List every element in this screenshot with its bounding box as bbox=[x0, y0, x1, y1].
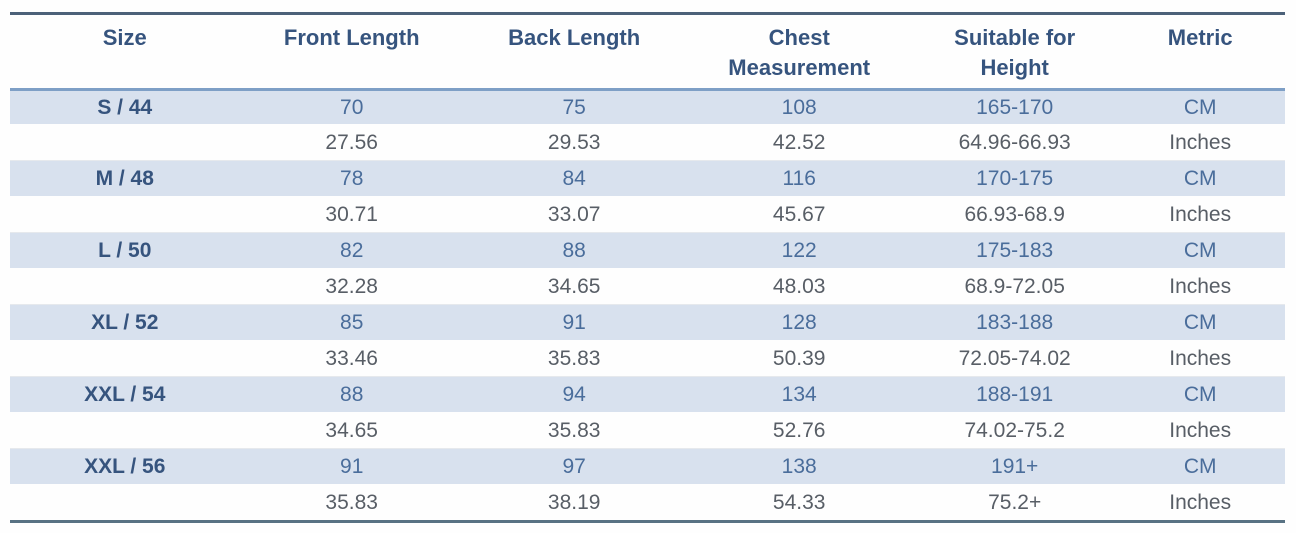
cell-front-length: 78 bbox=[340, 167, 364, 190]
cell-back-length: 34.65 bbox=[547, 274, 601, 298]
size-chart-table: Size Front Length Back Length Chest Meas… bbox=[10, 12, 1285, 523]
cell-size: XXL / 56 bbox=[84, 455, 166, 478]
cell-height: 175-183 bbox=[976, 239, 1054, 262]
cell-size: M / 48 bbox=[95, 167, 154, 190]
cell-height: 68.9-72.05 bbox=[964, 274, 1065, 298]
cell-back-length: 97 bbox=[562, 455, 586, 478]
cell-chest: 42.52 bbox=[772, 130, 826, 154]
cell-front-length: 91 bbox=[340, 455, 364, 478]
column-header-size: Size bbox=[10, 23, 240, 53]
cell-back-length: 35.83 bbox=[547, 418, 601, 442]
cell-chest: 54.33 bbox=[772, 490, 826, 514]
header-row: Size Front Length Back Length Chest Meas… bbox=[10, 15, 1285, 88]
table-row-xxl56-inches: 35.83 38.19 54.33 75.2+ Inches bbox=[10, 484, 1285, 520]
cell-chest: 48.03 bbox=[772, 274, 826, 298]
cell-metric: Inches bbox=[1169, 490, 1232, 514]
cell-size: L / 50 bbox=[98, 239, 152, 262]
cell-back-length: 94 bbox=[562, 383, 586, 406]
cell-front-length: 35.83 bbox=[325, 490, 378, 514]
table-row-m48-cm: M / 48 78 84 116 170-175 CM bbox=[10, 160, 1285, 196]
cell-metric: Inches bbox=[1169, 346, 1232, 370]
cell-front-length: 88 bbox=[340, 383, 364, 406]
cell-chest: 134 bbox=[781, 383, 817, 406]
cell-metric: Inches bbox=[1169, 418, 1232, 442]
cell-front-length: 82 bbox=[340, 239, 364, 262]
column-header-back-length-label: Back Length bbox=[508, 25, 641, 50]
cell-size: XXL / 54 bbox=[84, 383, 166, 406]
cell-metric: Inches bbox=[1169, 130, 1232, 154]
table-row-s44-cm: S / 44 70 75 108 165-170 CM bbox=[10, 88, 1285, 124]
cell-chest: 52.76 bbox=[772, 418, 826, 442]
cell-back-length: 84 bbox=[562, 167, 586, 190]
cell-height: 170-175 bbox=[976, 167, 1054, 190]
cell-height: 191+ bbox=[991, 455, 1039, 478]
cell-height: 64.96-66.93 bbox=[958, 130, 1071, 154]
column-header-chest-measurement-label: Chest Measurement bbox=[728, 25, 871, 80]
cell-back-length: 29.53 bbox=[547, 130, 601, 154]
cell-chest: 108 bbox=[781, 96, 817, 119]
cell-back-length: 38.19 bbox=[547, 490, 601, 514]
table-row-xl52-cm: XL / 52 85 91 128 183-188 CM bbox=[10, 304, 1285, 340]
cell-front-length: 27.56 bbox=[325, 130, 378, 154]
cell-metric: Inches bbox=[1169, 202, 1232, 226]
cell-chest: 128 bbox=[781, 311, 817, 334]
cell-height: 75.2+ bbox=[988, 490, 1042, 514]
table-row-xxl54-inches: 34.65 35.83 52.76 74.02-75.2 Inches bbox=[10, 412, 1285, 448]
column-header-chest-measurement: Chest Measurement bbox=[684, 23, 914, 83]
cell-back-length: 33.07 bbox=[547, 202, 601, 226]
cell-metric: Inches bbox=[1169, 274, 1232, 298]
table-row-m48-inches: 30.71 33.07 45.67 66.93-68.9 Inches bbox=[10, 196, 1285, 232]
cell-chest: 138 bbox=[781, 455, 817, 478]
column-header-suitable-for-height-label: Suitable for Height bbox=[954, 25, 1076, 80]
cell-metric: CM bbox=[1183, 311, 1217, 334]
cell-back-length: 88 bbox=[562, 239, 586, 262]
cell-size: XL / 52 bbox=[91, 311, 159, 334]
table-row-xxl54-cm: XXL / 54 88 94 134 188-191 CM bbox=[10, 376, 1285, 412]
column-header-back-length: Back Length bbox=[464, 23, 685, 53]
cell-height: 74.02-75.2 bbox=[964, 418, 1065, 442]
cell-height: 66.93-68.9 bbox=[964, 202, 1065, 226]
cell-metric: CM bbox=[1183, 167, 1217, 190]
cell-front-length: 30.71 bbox=[325, 202, 378, 226]
cell-back-length: 91 bbox=[562, 311, 586, 334]
table-row-xl52-inches: 33.46 35.83 50.39 72.05-74.02 Inches bbox=[10, 340, 1285, 376]
column-header-front-length-label: Front Length bbox=[283, 25, 420, 50]
cell-back-length: 35.83 bbox=[547, 346, 601, 370]
table-row-l50-cm: L / 50 82 88 122 175-183 CM bbox=[10, 232, 1285, 268]
cell-chest: 116 bbox=[782, 167, 816, 190]
cell-front-length: 85 bbox=[340, 311, 364, 334]
cell-height: 183-188 bbox=[976, 311, 1054, 334]
column-header-metric: Metric bbox=[1115, 23, 1285, 53]
cell-front-length: 33.46 bbox=[325, 346, 378, 370]
cell-chest: 50.39 bbox=[772, 346, 826, 370]
cell-size: S / 44 bbox=[97, 96, 153, 119]
cell-metric: CM bbox=[1183, 383, 1217, 406]
cell-front-length: 34.65 bbox=[325, 418, 378, 442]
cell-metric: CM bbox=[1183, 96, 1217, 119]
cell-metric: CM bbox=[1183, 455, 1217, 478]
cell-chest: 45.67 bbox=[772, 202, 826, 226]
cell-metric: CM bbox=[1183, 239, 1217, 262]
cell-chest: 122 bbox=[781, 239, 817, 262]
column-header-size-label: Size bbox=[102, 25, 147, 50]
table-row-s44-inches: 27.56 29.53 42.52 64.96-66.93 Inches bbox=[10, 124, 1285, 160]
cell-height: 165-170 bbox=[976, 96, 1054, 119]
column-header-suitable-for-height: Suitable for Height bbox=[914, 23, 1115, 83]
cell-front-length: 32.28 bbox=[325, 274, 378, 298]
column-header-front-length: Front Length bbox=[240, 23, 464, 53]
cell-back-length: 75 bbox=[562, 96, 586, 119]
column-header-metric-label: Metric bbox=[1167, 25, 1233, 50]
cell-height: 72.05-74.02 bbox=[958, 346, 1071, 370]
cell-height: 188-191 bbox=[976, 383, 1054, 406]
table-row-xxl56-cm: XXL / 56 91 97 138 191+ CM bbox=[10, 448, 1285, 484]
cell-front-length: 70 bbox=[340, 96, 364, 119]
table-row-l50-inches: 32.28 34.65 48.03 68.9-72.05 Inches bbox=[10, 268, 1285, 304]
